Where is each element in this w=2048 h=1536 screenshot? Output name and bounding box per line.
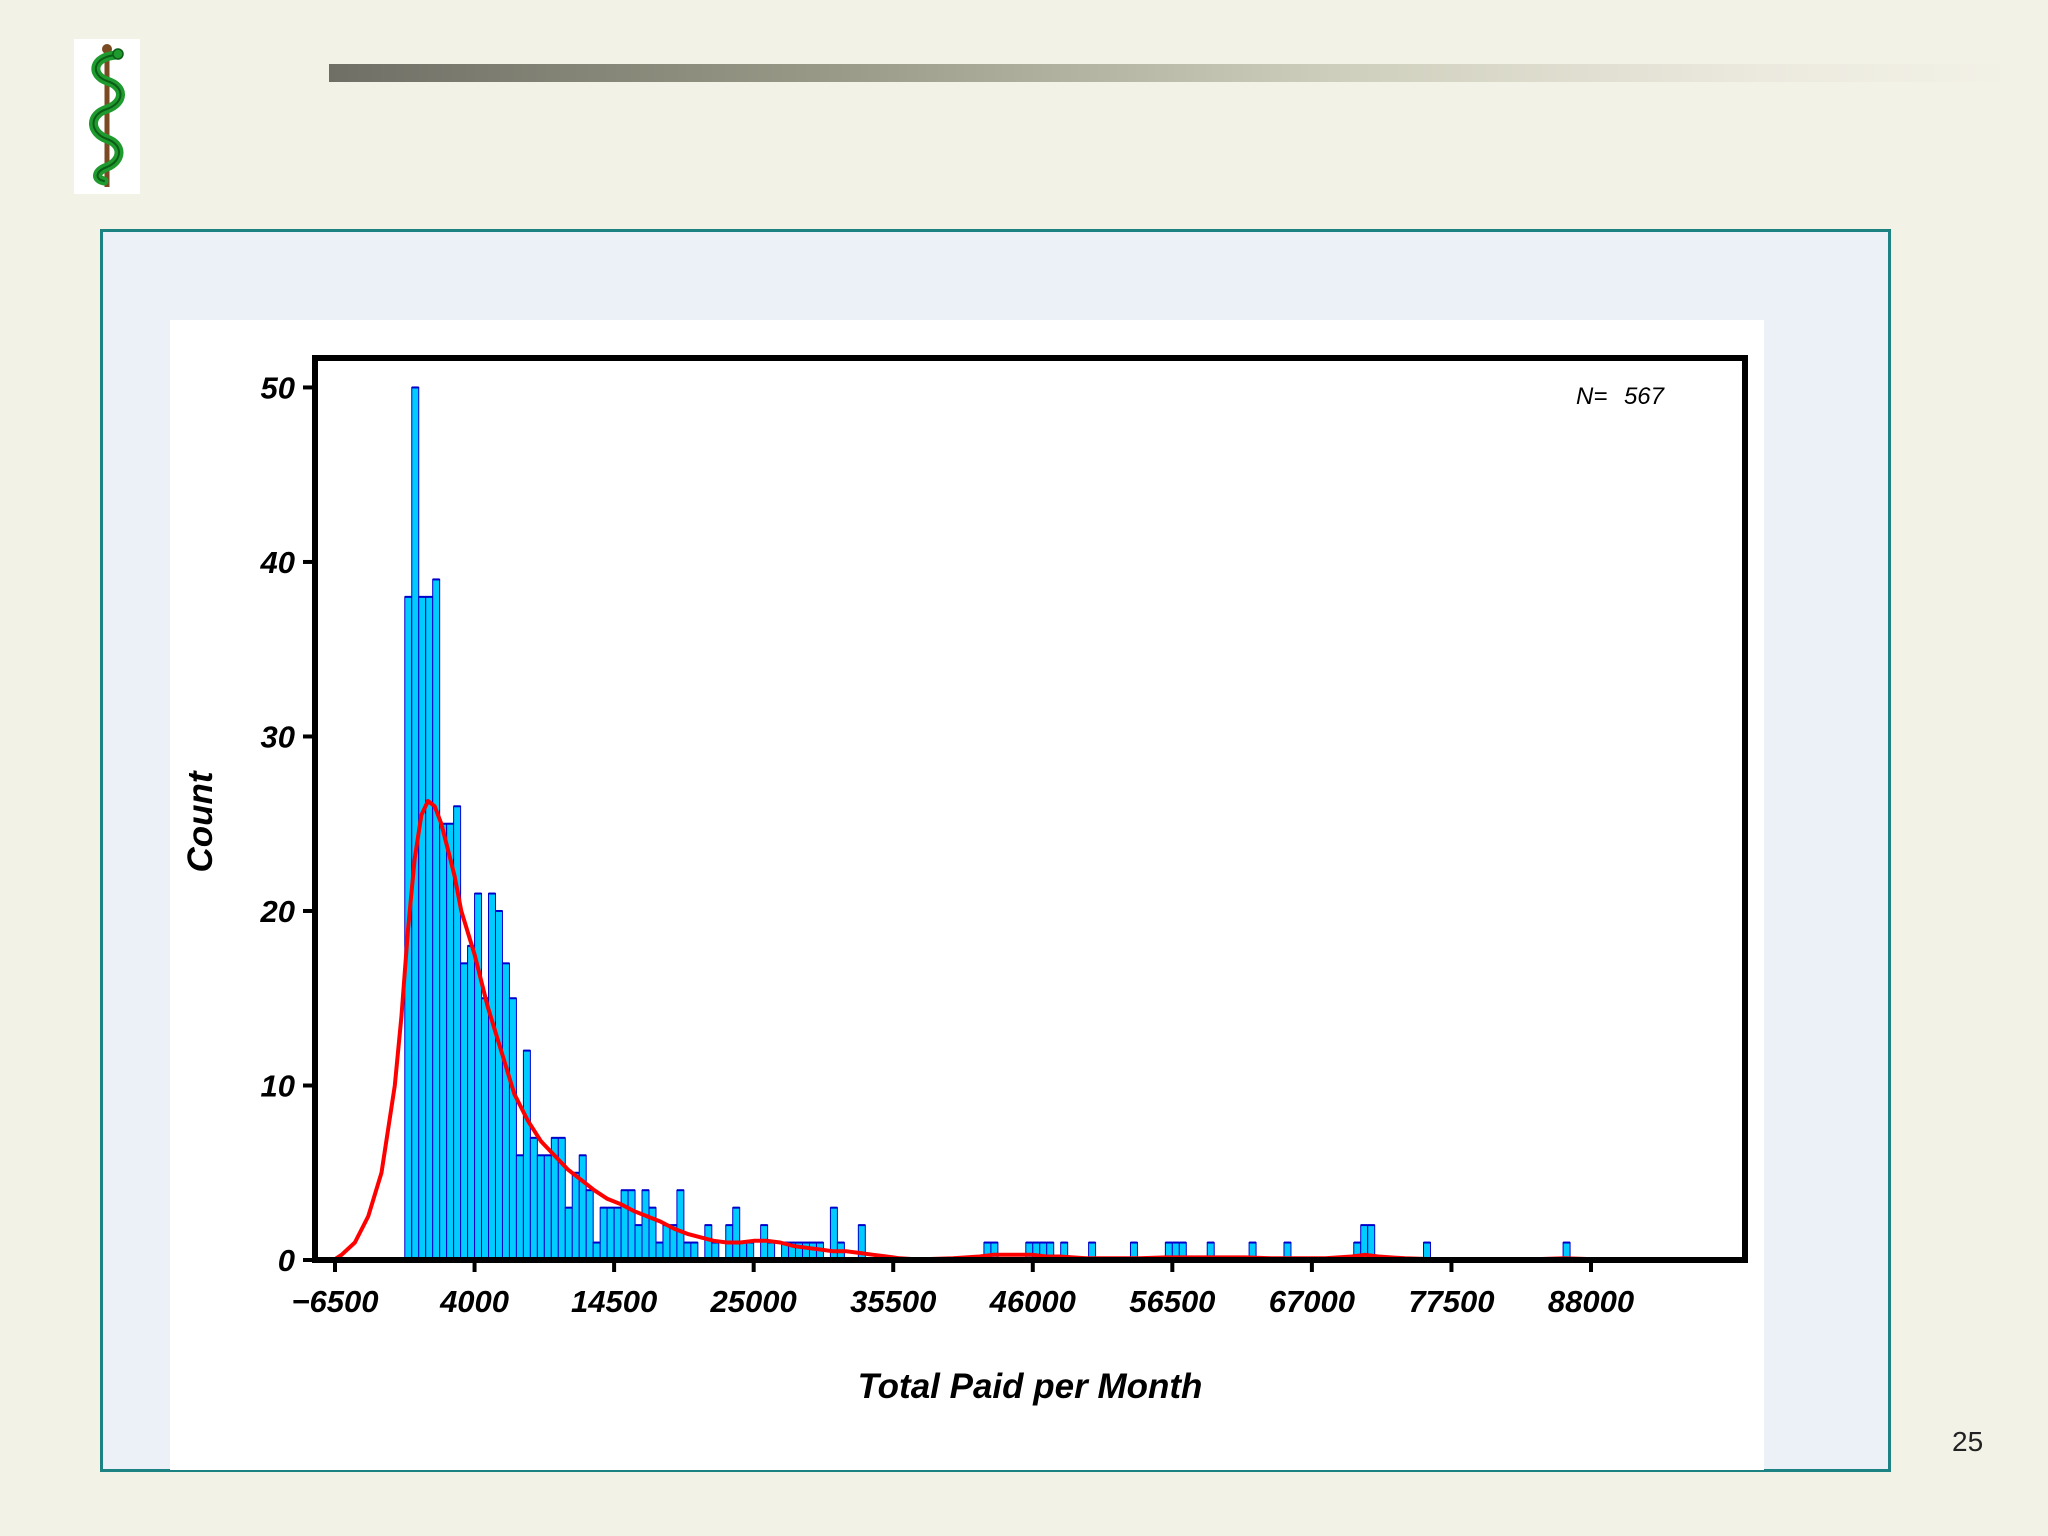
histogram-bar — [474, 893, 483, 1261]
histogram-bar — [508, 997, 517, 1261]
y-tick-label: 40 — [260, 545, 295, 580]
chart-axes — [312, 355, 1748, 1263]
histogram-bar — [620, 1189, 629, 1261]
histogram-bar — [418, 596, 427, 1261]
x-tick-label: 56500 — [1129, 1284, 1215, 1319]
histogram-bar — [529, 1137, 538, 1261]
y-tick-label: 30 — [261, 719, 295, 754]
x-tick-label: 4000 — [439, 1284, 509, 1319]
x-tick-label: 67000 — [1269, 1284, 1355, 1319]
x-axis-ticks: −6500 4000 14500 25000 35500 46000 56500 67000 7… — [291, 1260, 1634, 1319]
histogram-bar — [732, 1207, 741, 1261]
slide-number: 25 — [1952, 1426, 1984, 1457]
histogram-bar — [467, 945, 476, 1261]
x-tick-label: 46000 — [989, 1284, 1076, 1319]
histogram-bar — [641, 1189, 650, 1261]
histogram-bar — [578, 1154, 587, 1261]
y-tick-label: 0 — [278, 1243, 295, 1278]
histogram-bar — [557, 1137, 566, 1261]
x-tick-label: 77500 — [1408, 1284, 1494, 1319]
histogram-bar — [522, 1050, 531, 1261]
histogram-bar — [543, 1154, 552, 1261]
histogram-bar — [613, 1207, 622, 1261]
histogram-bar — [446, 823, 455, 1261]
histogram-bars — [404, 386, 1571, 1261]
content-panel: 0 10 20 30 40 50 −6500 4000 14500 25000 35500 4600… — [100, 229, 1891, 1472]
x-tick-label: 35500 — [850, 1284, 936, 1319]
histogram-bar — [481, 997, 490, 1261]
histogram-bar — [704, 1224, 713, 1261]
chart-figure: 0 10 20 30 40 50 −6500 4000 14500 25000 35500 4600… — [170, 320, 1764, 1470]
histogram-bar — [662, 1224, 671, 1261]
histogram-bar — [411, 386, 420, 1261]
x-tick-label: −6500 — [291, 1284, 378, 1319]
histogram-bar — [564, 1207, 573, 1261]
histogram-bar — [501, 962, 510, 1261]
histogram-bar — [599, 1207, 608, 1261]
histogram-bar — [460, 962, 469, 1261]
histogram-chart: 0 10 20 30 40 50 −6500 4000 14500 25000 35500 4600… — [181, 355, 1748, 1406]
y-tick-label: 50 — [261, 370, 295, 405]
title-bar-decoration — [329, 64, 2019, 82]
histogram-bar — [494, 910, 503, 1261]
histogram-bar — [627, 1189, 636, 1261]
x-tick-label: 88000 — [1548, 1284, 1634, 1319]
y-tick-label: 20 — [260, 894, 295, 929]
caduceus-icon — [74, 39, 140, 194]
histogram-bar — [606, 1207, 615, 1261]
histogram-bar — [488, 893, 496, 1261]
histogram-bar — [515, 1154, 524, 1261]
x-axis-title: Total Paid per Month — [858, 1367, 1203, 1406]
histogram-bar — [676, 1189, 685, 1261]
y-tick-label: 10 — [261, 1068, 295, 1103]
y-axis-ticks: 0 10 20 30 40 50 — [260, 370, 315, 1278]
x-tick-label: 25000 — [710, 1284, 797, 1319]
histogram-bar — [585, 1189, 594, 1261]
x-tick-label: 14500 — [571, 1284, 657, 1319]
n-label: N= — [1576, 383, 1607, 410]
histogram-bar — [425, 596, 434, 1261]
logo — [74, 39, 140, 194]
histogram-bar — [432, 578, 441, 1261]
y-axis-title: Count — [181, 770, 220, 872]
histogram-bar — [634, 1224, 643, 1261]
plot-frame — [312, 355, 1748, 1263]
n-value: 567 — [1624, 383, 1666, 410]
histogram-bar — [536, 1154, 545, 1261]
histogram-bar — [571, 1172, 580, 1261]
histogram-bar — [439, 823, 448, 1261]
